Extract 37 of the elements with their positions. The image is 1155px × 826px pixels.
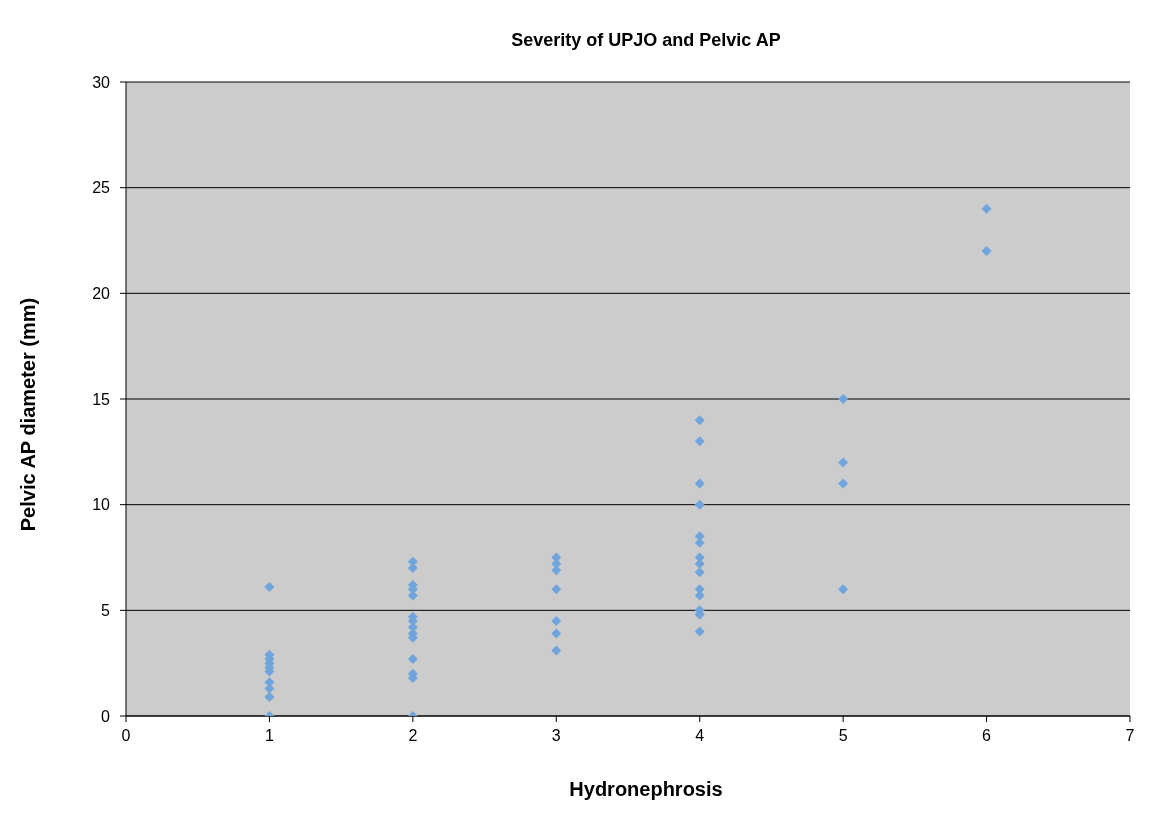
- point: [981, 246, 992, 257]
- x-tick-label: 2: [408, 727, 418, 745]
- point: [694, 478, 705, 489]
- x-tick-label: 6: [982, 727, 992, 745]
- y-tick-label: 20: [92, 285, 111, 303]
- point: [838, 478, 849, 489]
- x-tick-label: 7: [1125, 727, 1135, 745]
- x-tick-label: 1: [264, 727, 274, 745]
- x-tick-label: 3: [551, 727, 561, 745]
- point: [407, 653, 418, 664]
- point: [981, 203, 992, 214]
- point: [694, 499, 705, 510]
- point: [551, 645, 562, 656]
- point: [694, 436, 705, 447]
- x-tick-label: 5: [838, 727, 848, 745]
- point: [551, 628, 562, 639]
- point: [694, 626, 705, 637]
- x-tick-label: 0: [121, 727, 131, 745]
- x-axis-title: Hydronephrosis: [568, 778, 724, 801]
- y-tick-label: 25: [92, 179, 111, 197]
- y-axis-title: Pelvic AP diameter (mm): [16, 296, 40, 534]
- point: [264, 582, 275, 593]
- point: [838, 394, 849, 404]
- chart-title: Severity of UPJO and Pelvic AP: [510, 30, 782, 51]
- y-tick-label: 0: [101, 707, 111, 725]
- y-tick-label: 15: [92, 390, 111, 408]
- x-tick-label: 4: [695, 727, 705, 745]
- y-tick-label: 30: [92, 73, 111, 91]
- point: [551, 584, 562, 595]
- y-tick-label: 10: [92, 496, 111, 514]
- point: [694, 415, 705, 426]
- point: [264, 691, 275, 702]
- point: [694, 567, 705, 578]
- y-tick-label: 5: [101, 602, 111, 620]
- point: [838, 584, 849, 595]
- point: [838, 457, 849, 468]
- point: [551, 615, 562, 626]
